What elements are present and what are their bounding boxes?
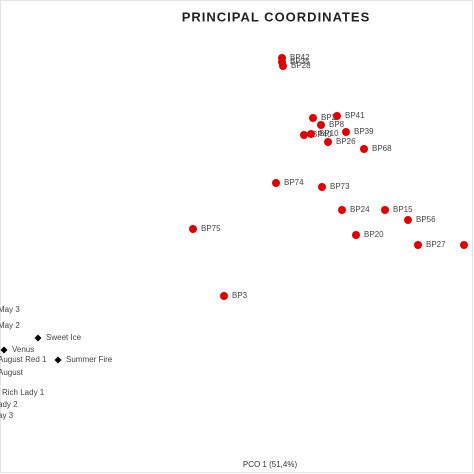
point-label: BP15 bbox=[393, 205, 413, 214]
point-label: BP24 bbox=[350, 205, 370, 214]
point bbox=[317, 121, 325, 129]
point-label: BP8 bbox=[329, 120, 345, 129]
point bbox=[404, 216, 412, 224]
point bbox=[381, 206, 389, 214]
point bbox=[279, 62, 287, 70]
point bbox=[360, 145, 368, 153]
point bbox=[338, 206, 346, 214]
point-label: ay 3 bbox=[0, 411, 14, 420]
point bbox=[189, 225, 197, 233]
point bbox=[272, 179, 280, 187]
point-label: Sweet Ice bbox=[46, 333, 82, 342]
point-label: Summer Fire bbox=[66, 355, 113, 364]
point-label: BP39 bbox=[354, 127, 374, 136]
point bbox=[34, 334, 42, 342]
point bbox=[54, 356, 62, 364]
point bbox=[318, 183, 326, 191]
point bbox=[333, 112, 341, 120]
point-label: August bbox=[0, 368, 24, 377]
point bbox=[342, 128, 350, 136]
point bbox=[460, 241, 468, 249]
point bbox=[309, 114, 317, 122]
point-label: BP28 bbox=[291, 61, 311, 70]
point bbox=[0, 346, 8, 354]
point bbox=[220, 292, 228, 300]
point-label: BP10 bbox=[319, 129, 339, 138]
point bbox=[414, 241, 422, 249]
point-label: BP3 bbox=[232, 291, 248, 300]
point-label: BP74 bbox=[284, 178, 304, 187]
point-label: BP26 bbox=[336, 137, 356, 146]
point-label: BP20 bbox=[364, 230, 384, 239]
point-label: BP40 bbox=[312, 130, 332, 139]
point-label: Venus bbox=[12, 345, 34, 354]
point-label: ady 2 bbox=[0, 400, 18, 409]
point-label: BP35 bbox=[290, 57, 310, 66]
point-label: BP41 bbox=[345, 111, 365, 120]
point-label: May 2 bbox=[0, 321, 20, 330]
point bbox=[324, 138, 332, 146]
point-label: BP2 bbox=[321, 113, 337, 122]
point-label: May 3 bbox=[0, 305, 20, 314]
point-label: BP42 bbox=[290, 53, 310, 62]
point bbox=[307, 130, 315, 138]
point-label: Rich Lady 1 bbox=[2, 388, 45, 397]
point bbox=[300, 131, 308, 139]
point-label: BP75 bbox=[201, 224, 221, 233]
chart-title: PRINCIPAL COORDINATES bbox=[182, 9, 371, 24]
point bbox=[352, 231, 360, 239]
point-label: BP73 bbox=[330, 182, 350, 191]
point-label: BP68 bbox=[372, 144, 392, 153]
x-axis-label: PCO 1 (51,4%) bbox=[243, 460, 298, 469]
point-label: BP56 bbox=[416, 215, 436, 224]
point-label: August Red 1 bbox=[0, 355, 47, 364]
point-label: BP27 bbox=[426, 240, 446, 249]
